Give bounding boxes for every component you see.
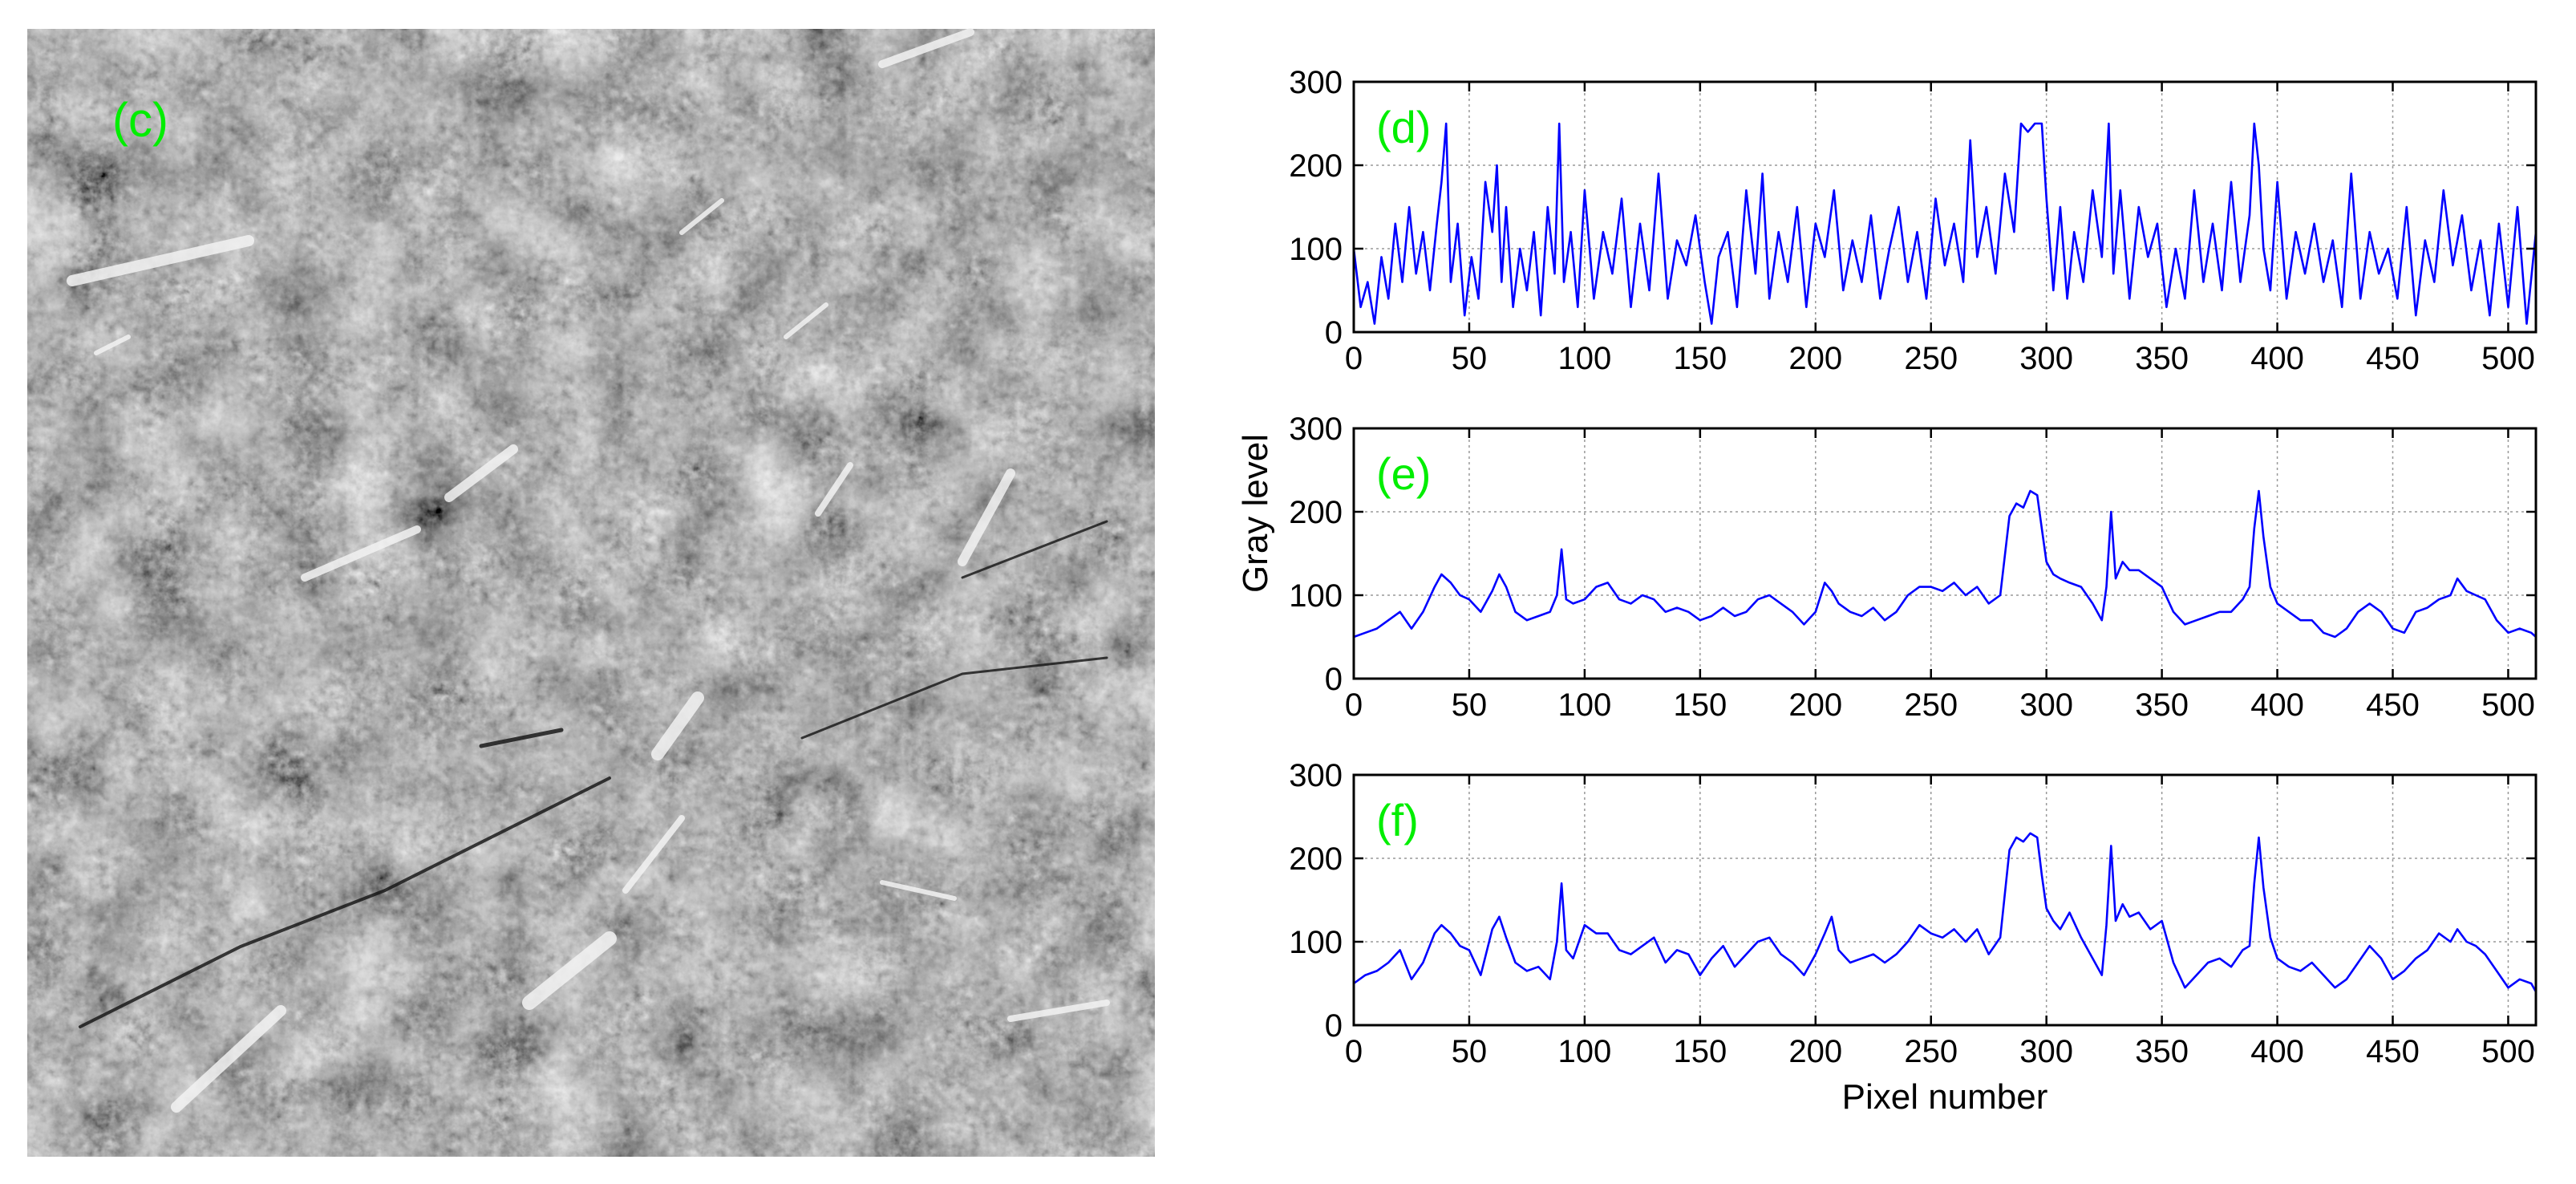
x-tick-label: 100: [1558, 341, 1612, 376]
x-tick-label: 200: [1788, 687, 1842, 723]
x-tick-label: 250: [1904, 1034, 1958, 1069]
plot-frame: [1352, 773, 2538, 1027]
panel-label: (e): [1376, 448, 1431, 499]
x-tick-label: 0: [1345, 687, 1363, 723]
series-line: [1353, 832, 2538, 993]
y-axis-label: Gray level: [1236, 434, 1275, 593]
y-tick-label: 100: [1289, 925, 1343, 960]
x-axis-label: Pixel number: [1842, 1077, 2048, 1117]
y-tick-label: 0: [1325, 662, 1343, 697]
x-tick-label: 150: [1673, 687, 1727, 723]
chart-panel-1: 0 50 100 150 200 250 300 350 400 450 500 0 100 200 300…: [1289, 412, 2538, 723]
x-tick-label: 500: [2481, 687, 2535, 723]
image-panel: (c): [27, 28, 1155, 1157]
x-tick-label: 250: [1904, 341, 1958, 376]
x-tick-label: 50: [1452, 687, 1488, 723]
chart-panel-2: 0 50 100 150 200 250 300 350 400 450 500 0 100 200 300…: [1289, 758, 2538, 1069]
y-tick-label: 0: [1325, 315, 1343, 351]
x-tick-label: 400: [2250, 341, 2304, 376]
crack-streaks: [67, 28, 1110, 1113]
x-tick-label: 150: [1673, 1034, 1727, 1069]
x-tick-label: 0: [1345, 341, 1363, 376]
x-tick-label: 250: [1904, 687, 1958, 723]
y-tick-label: 300: [1289, 65, 1343, 100]
x-tick-label: 300: [2019, 1034, 2073, 1069]
x-tick-label: 150: [1673, 341, 1727, 376]
series-line: [1352, 122, 2538, 325]
x-tick-label: 400: [2250, 687, 2304, 723]
x-tick-label: 350: [2135, 1034, 2189, 1069]
x-tick-label: 100: [1558, 687, 1612, 723]
x-tick-label: 350: [2135, 341, 2189, 376]
panel-label: (d): [1376, 102, 1431, 152]
x-tick-label: 0: [1345, 1034, 1363, 1069]
dark-cracks: [79, 520, 1108, 1028]
x-tick-label: 450: [2366, 687, 2420, 723]
charts: 0 50 100 150 200 250 300 350 400 450 5000100200300…: [1289, 65, 2538, 1069]
x-tick-label: 400: [2250, 1034, 2304, 1069]
x-tick-label: 500: [2481, 1034, 2535, 1069]
y-tick-label: 0: [1325, 1008, 1343, 1044]
y-tick-label: 200: [1289, 148, 1343, 184]
panel-label: (f): [1376, 795, 1419, 845]
image-panel-label: (c): [112, 93, 168, 147]
plot-frame: [1352, 427, 2538, 680]
y-tick-label: 300: [1289, 758, 1343, 793]
chart-panel-0: 0 50 100 150 200 250 300 350 400 450 500 0 100 200 300…: [1289, 65, 2538, 376]
x-tick-label: 50: [1452, 1034, 1488, 1069]
y-tick-label: 300: [1289, 412, 1343, 447]
y-tick-label: 100: [1289, 232, 1343, 267]
x-tick-label: 50: [1452, 341, 1488, 376]
y-tick-label: 200: [1289, 495, 1343, 530]
x-tick-label: 200: [1788, 341, 1842, 376]
series-line: [1353, 489, 2537, 639]
y-tick-label: 100: [1289, 578, 1343, 614]
x-tick-label: 450: [2366, 341, 2420, 376]
x-tick-label: 100: [1558, 1034, 1612, 1069]
y-tick-label: 200: [1289, 841, 1343, 877]
plot-frame: [1352, 80, 2538, 334]
texture-image: [27, 29, 1155, 1157]
x-tick-label: 300: [2019, 687, 2073, 723]
x-tick-label: 350: [2135, 687, 2189, 723]
x-tick-label: 200: [1788, 1034, 1842, 1069]
x-tick-label: 450: [2366, 1034, 2420, 1069]
x-tick-label: 300: [2019, 341, 2073, 376]
x-tick-label: 500: [2481, 341, 2535, 376]
